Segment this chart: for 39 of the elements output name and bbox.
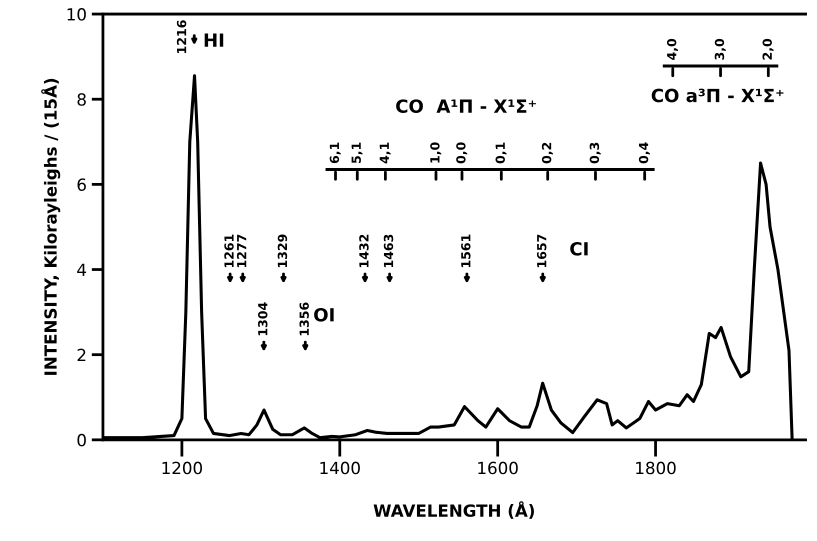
annotation: 1463 [384,234,394,268]
x-axis-title: WAVELENGTH (Å) [374,501,534,519]
annotation: 1356 [299,302,309,336]
y-tick-label: 6 [78,178,86,191]
annotation: HI [204,34,224,47]
annotation: 1432 [359,234,369,268]
y-tick-label: 4 [77,264,86,276]
annotation: 1277 [236,234,246,268]
annotation: 2,0 [762,38,774,60]
annotation: 1561 [461,234,471,268]
x-tick-label: 1800 [636,462,676,474]
annotation: 1216 [176,20,186,53]
x-tick-label: 1400 [320,462,360,474]
annotation: 6,1 [330,142,341,164]
annotation: 0,2 [542,142,553,164]
annotation: 4,0 [666,38,678,60]
y-tick-label: 10 [68,8,86,21]
annotation: 0,0 [456,142,468,164]
annotation: CO A¹Π - X¹Σ⁺ [396,99,536,113]
x-tick-label: 1600 [478,462,518,474]
annotation: 5,1 [352,142,363,163]
annotation: OI [314,308,334,322]
y-axis-title: INTENSITY, Kilorayleighs / (15Å) [41,78,60,375]
annotation: 1657 [536,234,546,268]
annotation: 1261 [224,234,234,268]
annotation: CO a³Π - X¹Σ⁺ [652,88,784,102]
x-tick-label: 1200 [162,462,202,474]
annotation: 3,0 [714,38,726,60]
y-tick-label: 8 [77,93,86,106]
annotation: 1304 [258,302,268,336]
y-tick-label: 2 [78,348,86,362]
annotation: 0,3 [590,142,601,164]
annotation: CI [570,242,588,256]
annotation: 4,1 [380,142,391,164]
annotation: 1,0 [430,142,442,163]
annotation: 1329 [278,234,288,268]
annotation: 0,1 [496,142,507,164]
annotation: 0,4 [638,142,650,164]
y-tick-label: 0 [77,434,86,446]
